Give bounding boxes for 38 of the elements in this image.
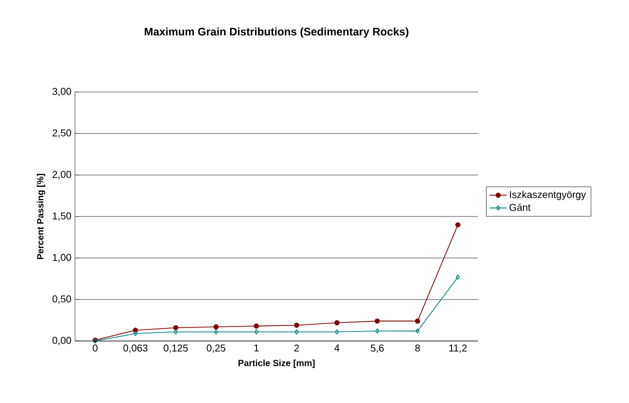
y-tick-label: 3,00 xyxy=(52,88,72,96)
x-tick-label: 1 xyxy=(254,344,259,352)
y-tick-label: 2,50 xyxy=(52,129,72,138)
x-tick-label: 8 xyxy=(415,344,420,352)
point xyxy=(174,329,178,334)
point xyxy=(374,318,380,324)
y-tick-label: 0,00 xyxy=(52,336,72,346)
point xyxy=(254,329,258,334)
point xyxy=(173,325,178,330)
x-tick-label: 4 xyxy=(334,344,340,352)
x-tick-label: 0,25 xyxy=(206,344,226,353)
x-tick-label: 0,125 xyxy=(164,344,188,353)
point xyxy=(455,222,460,228)
point xyxy=(133,330,138,336)
point xyxy=(214,329,218,334)
x-tick-label: 2 xyxy=(294,344,299,352)
point xyxy=(416,328,420,334)
y-tick-label: 0,50 xyxy=(52,295,72,304)
y-tick-label: 1,50 xyxy=(52,212,72,221)
y-tick-label: 2,00 xyxy=(52,170,72,180)
chart-title: Maximum Grain Distributions (Sedimentary Rocks) xyxy=(144,27,408,38)
x-tick-label: 0 xyxy=(92,344,98,352)
point xyxy=(334,329,339,334)
y-axis-title: Percent Passing [%] xyxy=(36,174,46,260)
point xyxy=(294,329,299,334)
y-tick-label: 1,00 xyxy=(52,254,72,262)
point xyxy=(294,322,300,328)
point xyxy=(334,320,340,326)
point xyxy=(375,328,380,334)
x-tick-label: 0,063 xyxy=(123,344,148,353)
point xyxy=(213,324,219,330)
x-tick-label: 5,6 xyxy=(370,344,384,353)
x-tick-label: 11,2 xyxy=(449,344,467,353)
point xyxy=(414,318,420,324)
legend-label: Gánt xyxy=(510,203,531,211)
legend-label: Iszkaszentgyörgy xyxy=(510,190,586,200)
point xyxy=(254,323,259,329)
x-axis-title: Particle Size [mm] xyxy=(238,360,315,368)
